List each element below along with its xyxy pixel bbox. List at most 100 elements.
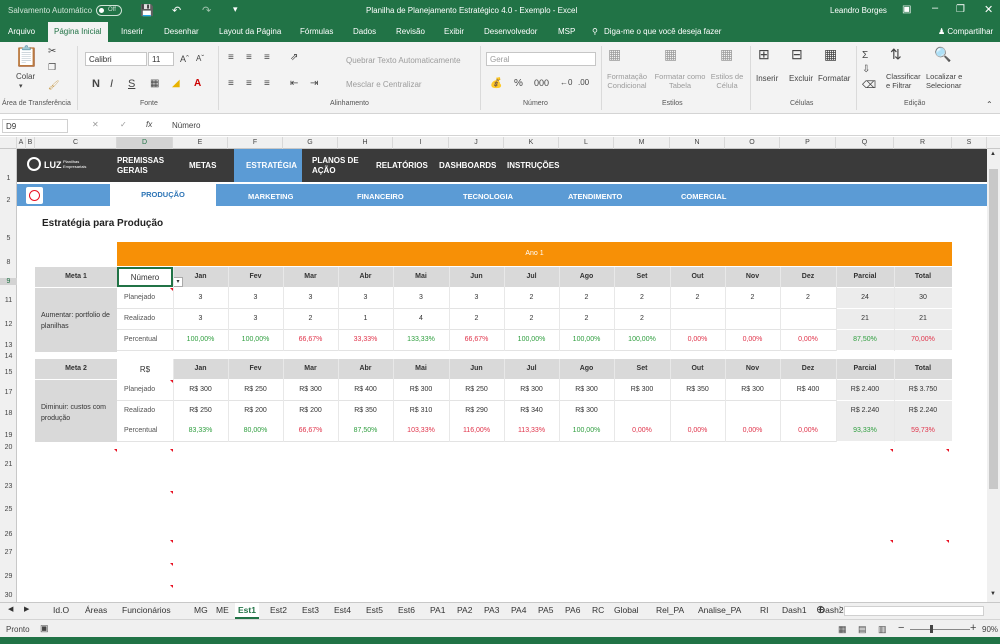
table-cell[interactable]: R$ 3.750 [908, 385, 938, 393]
paste-dropdown-icon[interactable]: ▾ [19, 83, 23, 90]
tab-desenhar[interactable]: Desenhar [164, 27, 199, 36]
column-header[interactable]: L [559, 137, 614, 149]
horizontal-scrollbar[interactable] [844, 606, 984, 616]
table-cell[interactable]: 116,00% [462, 426, 491, 434]
column-header[interactable]: E [173, 137, 228, 149]
table-cell[interactable]: 2 [695, 293, 700, 301]
format-table-icon[interactable]: ▦ [664, 46, 678, 62]
page-break-view-icon[interactable]: ▥ [878, 624, 887, 634]
clipboard-paste-icon[interactable]: 📋 [14, 46, 39, 68]
sheet-tab[interactable]: Global [614, 605, 639, 615]
table-cell[interactable]: R$ 2.400 [850, 385, 880, 393]
customize-qat-icon[interactable]: ▾ [233, 4, 238, 14]
decrease-decimal-icon[interactable]: .00 [578, 78, 590, 87]
nav-estrategia[interactable]: ESTRATÉGIA [246, 161, 297, 170]
table-cell[interactable]: 24 [861, 293, 869, 301]
row-header[interactable]: 19 [4, 432, 13, 439]
table-cell[interactable]: R$ 300 [299, 385, 322, 393]
minimize-icon[interactable]: – [932, 2, 939, 14]
table-cell[interactable]: 87,50% [353, 426, 378, 434]
zoom-slider-thumb[interactable] [930, 625, 933, 633]
find-select-button[interactable]: Localizar e Selecionar [926, 72, 963, 90]
table-cell[interactable]: 0,00% [742, 426, 763, 434]
column-header[interactable]: B [26, 137, 35, 149]
table-cell[interactable]: 0,00% [742, 335, 763, 343]
increase-indent-icon[interactable]: ⇥ [310, 78, 319, 89]
tab-msp[interactable]: MSP [558, 27, 576, 36]
table-cell[interactable]: 93,33% [853, 426, 877, 434]
conditional-format-button[interactable]: Formatação Condicional [606, 72, 648, 90]
table-cell[interactable]: 100,00% [517, 335, 546, 343]
table-cell[interactable]: R$ 250 [465, 385, 488, 393]
zoom-out-icon[interactable]: − [898, 622, 905, 634]
format-button[interactable]: Formatar [818, 74, 851, 83]
column-header[interactable]: K [504, 137, 559, 149]
align-top-icon[interactable]: ≡ [228, 52, 234, 63]
table-cell[interactable]: 100,00% [186, 335, 215, 343]
decrease-indent-icon[interactable]: ⇤ [290, 78, 299, 89]
row-header[interactable]: 26 [4, 531, 13, 538]
font-name-select[interactable]: Calibri [85, 52, 147, 66]
font-size-select[interactable]: 11 [148, 52, 174, 66]
delete-button[interactable]: Excluir [789, 74, 814, 83]
table-cell[interactable]: 2 [474, 314, 479, 322]
save-icon[interactable]: 💾 [140, 5, 154, 17]
sheet-tab[interactable]: Rel_PA [656, 605, 685, 615]
number-format-select[interactable]: Geral [486, 52, 596, 66]
table-cell[interactable]: R$ 2.240 [850, 406, 880, 414]
table-cell[interactable]: 66,67% [464, 335, 489, 343]
table-cell[interactable]: R$ 310 [409, 406, 433, 414]
fill-icon[interactable]: ⇩ [862, 64, 871, 75]
column-header[interactable]: O [725, 137, 780, 149]
cut-icon[interactable]: ✂ [48, 46, 57, 57]
table-cell[interactable]: 33,33% [353, 335, 378, 343]
sheet-tab[interactable]: Est5 [366, 605, 384, 615]
align-right-icon[interactable]: ≡ [264, 78, 270, 89]
meta2-unit-cell[interactable] [117, 359, 173, 379]
table-cell[interactable]: 2 [308, 314, 313, 322]
nav-metas[interactable]: METAS [189, 161, 217, 170]
table-cell[interactable]: 3 [253, 293, 258, 301]
sheet-tab[interactable]: Áreas [85, 605, 108, 615]
table-cell[interactable]: 100,00% [241, 335, 270, 343]
row-header[interactable]: 13 [4, 342, 13, 349]
table-cell[interactable]: R$ 350 [354, 406, 377, 414]
table-cell[interactable]: R$ 250 [244, 385, 267, 393]
row-header[interactable]: 25 [4, 506, 13, 513]
page-layout-view-icon[interactable]: ▤ [858, 624, 867, 634]
tab-exibir[interactable]: Exibir [444, 27, 465, 36]
increase-decimal-icon[interactable]: ←0 [560, 78, 573, 87]
nav-dashboards[interactable]: DASHBOARDS [439, 161, 497, 170]
cell-styles-icon[interactable]: ▦ [720, 46, 734, 62]
align-middle-icon[interactable]: ≡ [246, 52, 252, 63]
table-cell[interactable]: 2 [584, 293, 589, 301]
autosave-toggle[interactable] [96, 5, 122, 16]
add-sheet-icon[interactable]: ⊕ [816, 604, 826, 616]
normal-view-icon[interactable]: ▦ [838, 624, 847, 634]
scroll-thumb[interactable] [989, 169, 998, 489]
collapse-ribbon-icon[interactable]: ⌃ [986, 100, 993, 109]
shrink-font-icon[interactable]: Aˇ [196, 54, 204, 63]
insert-cells-icon[interactable]: ⊞ [758, 46, 770, 62]
sheet-tab[interactable]: PA3 [484, 605, 500, 615]
select-all-corner[interactable] [0, 137, 17, 149]
table-cell[interactable]: 0,00% [632, 426, 652, 434]
scroll-down-icon[interactable]: ▼ [990, 591, 996, 597]
percent-icon[interactable]: % [514, 78, 523, 89]
table-cell[interactable]: R$ 250 [189, 406, 212, 414]
underline-button[interactable]: S [128, 78, 136, 90]
table-cell[interactable]: R$ 300 [575, 406, 598, 414]
sheet-tab[interactable]: Est1 [235, 603, 259, 619]
table-cell[interactable]: 3 [253, 314, 258, 322]
align-bottom-icon[interactable]: ≡ [264, 52, 270, 63]
column-header[interactable]: R [894, 137, 952, 149]
sheet-tab[interactable]: Est3 [302, 605, 320, 615]
column-header[interactable]: M [614, 137, 670, 149]
table-cell[interactable]: 3 [308, 293, 313, 301]
table-cell[interactable]: 100,00% [628, 335, 656, 343]
redo-icon[interactable]: ↷ [202, 5, 212, 17]
table-cell[interactable]: 70,00% [911, 335, 935, 343]
row-header[interactable]: 8 [6, 259, 11, 266]
table-cell[interactable]: 2 [640, 293, 644, 301]
nav-premissas-gerais[interactable]: PREMISSAS GERAIS [117, 156, 165, 175]
